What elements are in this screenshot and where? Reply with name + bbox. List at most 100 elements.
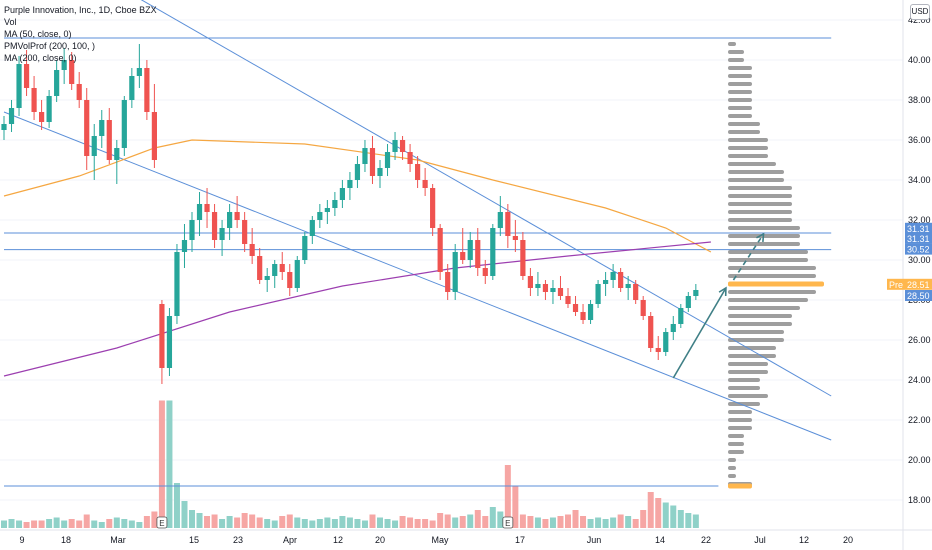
- candle-body: [174, 252, 180, 316]
- x-tick-label: 23: [233, 535, 243, 545]
- candle-body: [99, 120, 105, 136]
- arrow-head: [718, 286, 727, 297]
- profile-bar: [728, 362, 768, 366]
- y-tick-label: 20.00: [908, 455, 931, 465]
- x-tick-label: 20: [843, 535, 853, 545]
- candle-body: [204, 204, 210, 212]
- y-tick-label: 36.00: [908, 135, 931, 145]
- candle-body: [136, 68, 142, 76]
- volume-bar: [565, 514, 571, 528]
- candle-body: [181, 240, 188, 252]
- earnings-marker: [156, 516, 168, 529]
- profile-bar: [728, 322, 792, 326]
- candle-body: [151, 112, 157, 160]
- price-tag: [905, 290, 932, 301]
- profile-bar: [728, 82, 752, 86]
- profile-bar: [728, 258, 808, 262]
- candle-body: [550, 288, 556, 292]
- profile-bar: [728, 226, 800, 230]
- volume-bar: [557, 516, 564, 528]
- volume-bar: [76, 520, 83, 528]
- candle-body: [16, 64, 22, 108]
- candle-body: [670, 324, 676, 332]
- candle-body: [640, 300, 646, 316]
- volume-bar: [444, 514, 451, 528]
- candle-body: [610, 272, 616, 280]
- volume-bar: [219, 519, 226, 528]
- volume-bar: [354, 519, 361, 528]
- volume-bar: [655, 498, 662, 528]
- volume-bar: [399, 516, 406, 528]
- volume-bar: [173, 483, 180, 528]
- volume-bar: [241, 513, 248, 528]
- price-tag-label: 31.31: [907, 224, 930, 234]
- volume-bar: [489, 507, 496, 528]
- pre-market-label: Pre: [889, 280, 903, 290]
- profile-bar: [728, 338, 784, 342]
- candle-body: [46, 96, 52, 122]
- candle-body: [392, 140, 398, 152]
- price-tag: [905, 222, 932, 234]
- volume-bar: [301, 519, 308, 528]
- profile-bar: [728, 58, 744, 62]
- volume-bar: [8, 519, 15, 528]
- candle-body: [663, 332, 669, 352]
- volume-bar: [316, 519, 323, 528]
- y-tick-label: 26.00: [908, 335, 931, 345]
- price-tag: [905, 232, 932, 244]
- candle-body: [324, 208, 330, 212]
- x-tick-label: Jun: [587, 535, 602, 545]
- candle-body: [618, 272, 624, 288]
- volume-bar: [617, 514, 624, 528]
- y-tick-label: 22.00: [908, 415, 931, 425]
- price-axis: 18.0020.0022.0024.0026.0028.0030.0032.00…: [887, 15, 932, 505]
- profile-bar: [728, 450, 744, 454]
- candle-body: [31, 88, 37, 112]
- y-tick-label: 38.00: [908, 95, 931, 105]
- x-tick-label: 12: [333, 535, 343, 545]
- volume-bar: [670, 505, 677, 528]
- volume-bar: [46, 519, 53, 528]
- volume-bar: [181, 501, 188, 528]
- y-tick-label: 18.00: [908, 495, 931, 505]
- candle-body: [302, 236, 308, 260]
- candle-body: [76, 84, 82, 100]
- candle-body: [655, 348, 661, 352]
- candle-body: [211, 212, 218, 240]
- volume-bar: [625, 516, 632, 528]
- volume-bar: [106, 519, 113, 528]
- candle-body: [542, 284, 549, 292]
- candle-body: [693, 290, 699, 296]
- profile-bar: [728, 98, 752, 102]
- candle-body: [490, 228, 496, 276]
- volume-bar: [542, 519, 549, 528]
- candle-body: [625, 284, 631, 288]
- profile-bar: [728, 386, 760, 390]
- volume-bar: [294, 517, 301, 528]
- profile-bar: [728, 114, 752, 118]
- candle-body: [497, 212, 503, 228]
- candle-body: [460, 252, 466, 260]
- candle-body: [384, 152, 391, 168]
- candle-body: [196, 204, 203, 220]
- profile-bar: [728, 354, 776, 358]
- profile-bar: [728, 66, 752, 70]
- volume-bar: [677, 510, 684, 528]
- candle-body: [648, 316, 654, 348]
- volume-bar: [407, 517, 414, 528]
- volume-bar: [361, 520, 368, 528]
- drawn-arrows: [672, 232, 765, 379]
- volume-bar: [166, 400, 173, 528]
- profile-bar: [728, 442, 744, 446]
- currency-badge[interactable]: USD: [910, 4, 930, 20]
- legend-vp: PMVolProf (200, 100, ): [4, 41, 96, 51]
- volume-bar: [580, 516, 587, 528]
- volume-bar: [16, 520, 23, 528]
- volume-bar: [392, 520, 399, 528]
- trend-lines: [3, 0, 832, 487]
- candle-body: [121, 100, 127, 148]
- volume-bar: [256, 517, 263, 528]
- candle-body: [91, 136, 97, 156]
- candle-body: [166, 316, 173, 368]
